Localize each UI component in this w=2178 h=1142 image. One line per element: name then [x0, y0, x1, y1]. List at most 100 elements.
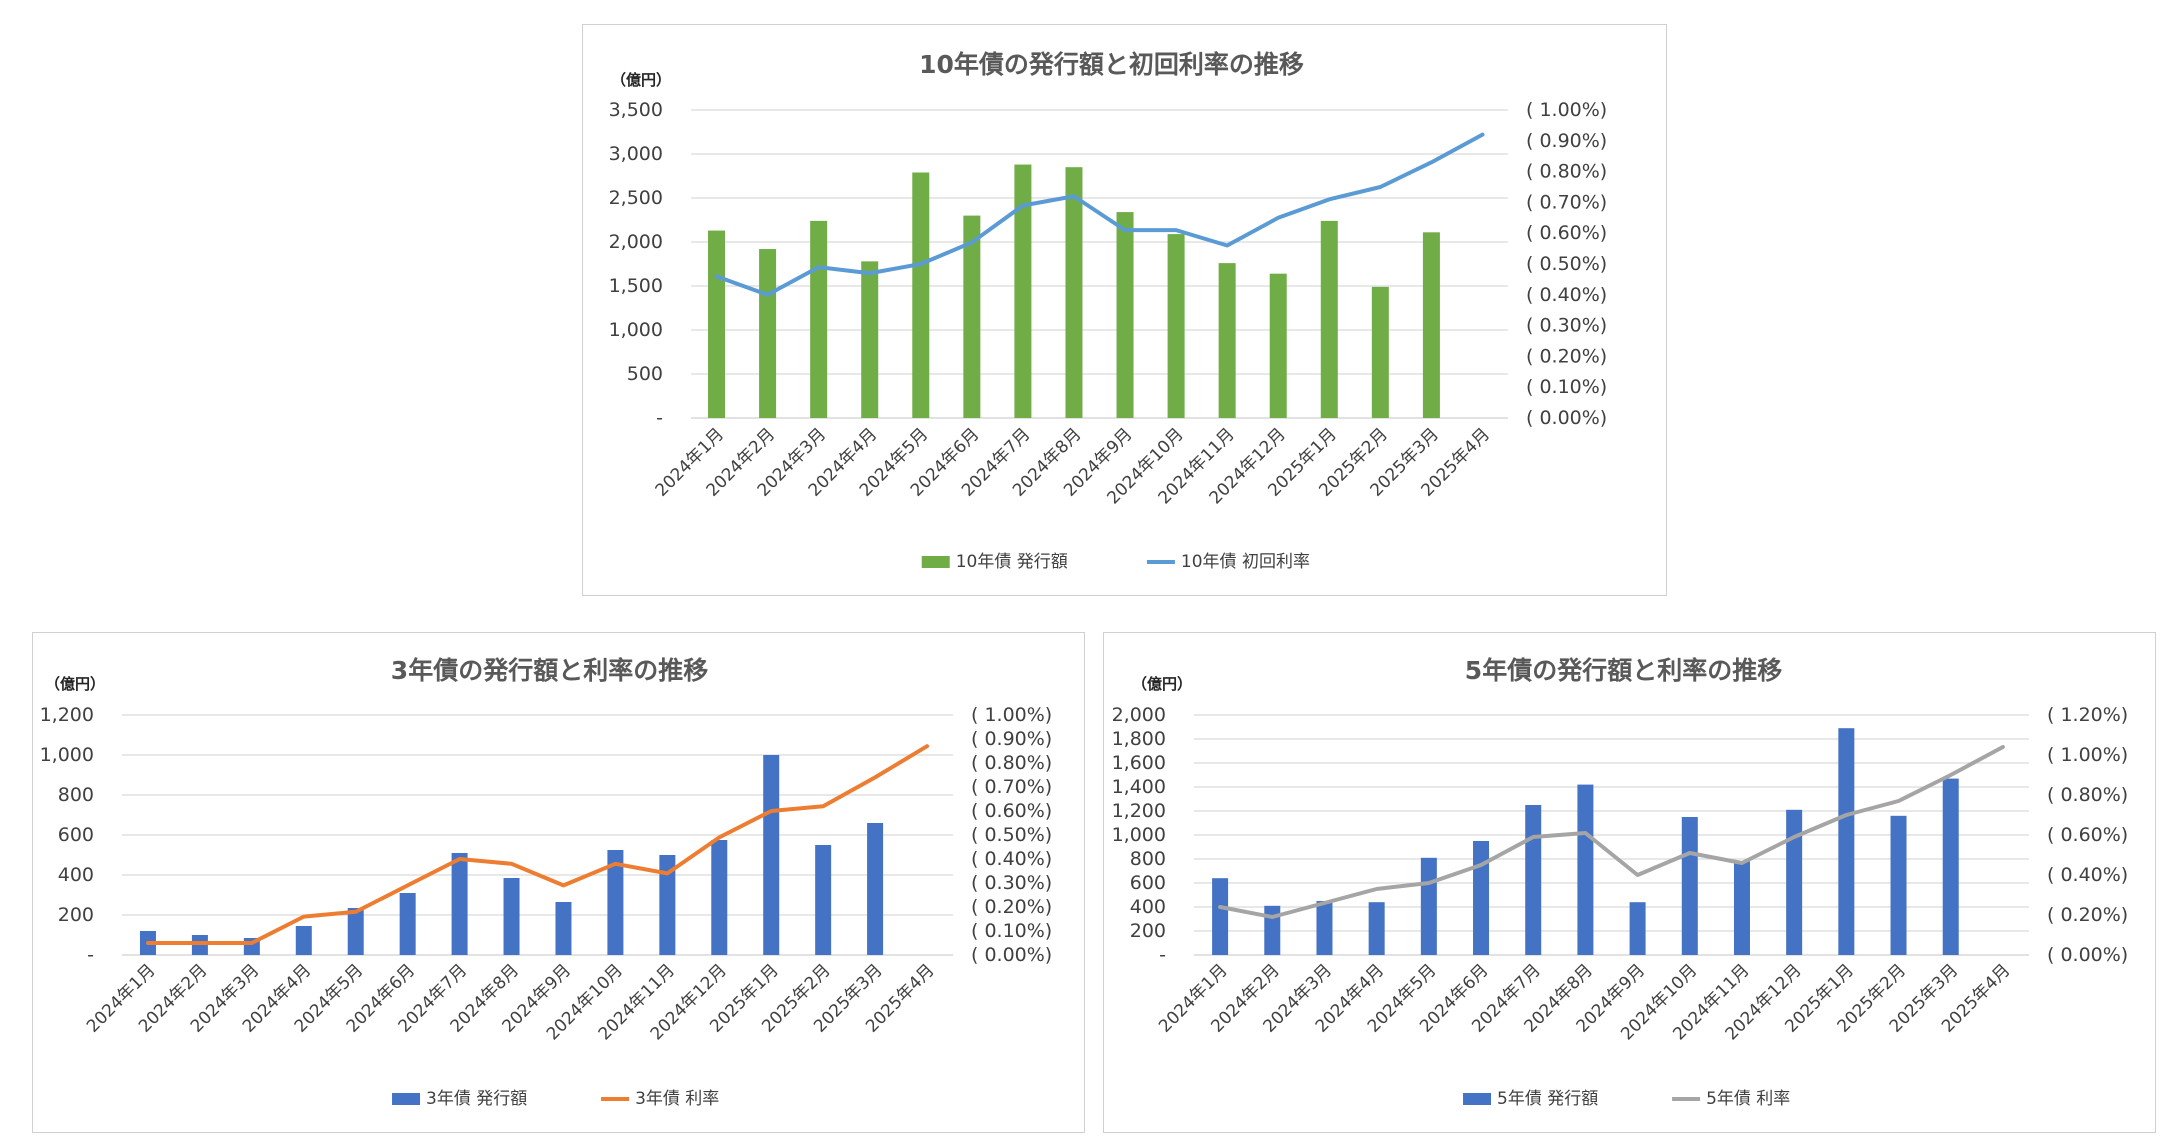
y-tick-label: 3,000 — [609, 143, 663, 165]
y-tick-label: 400 — [58, 864, 94, 886]
bar — [1525, 805, 1542, 955]
bar — [963, 215, 981, 418]
bar — [1014, 164, 1032, 418]
legend-swatch-bar — [392, 1093, 421, 1105]
legend: 3年債 発行額 3年債 利率 — [392, 1089, 719, 1109]
legend-label-line: 3年債 利率 — [635, 1089, 719, 1109]
bar — [1316, 901, 1333, 955]
bar — [1681, 817, 1698, 955]
legend: 10年債 発行額 10年債 初回利率 — [921, 552, 1310, 572]
y2-tick-label: ( 0.90%) — [1526, 130, 1607, 152]
bar — [1368, 902, 1385, 955]
bar — [1838, 728, 1855, 955]
bar — [295, 926, 312, 955]
legend-swatch-bar — [921, 556, 950, 568]
bar — [1269, 273, 1287, 418]
bar — [503, 878, 520, 955]
y-tick-label: 1,000 — [40, 744, 94, 766]
y-axis-unit-label: （億円） — [1132, 675, 1192, 693]
y-tick-label: 3,500 — [609, 99, 663, 121]
y-tick-label: 1,400 — [1112, 776, 1166, 798]
y2-tick-label: ( 0.80%) — [2047, 784, 2128, 806]
y2-tick-label: ( 0.60%) — [2047, 824, 2128, 846]
y-tick-label: 200 — [58, 904, 94, 926]
y-tick-label: 2,500 — [609, 187, 663, 209]
bar — [1942, 778, 1959, 955]
chart-title: 10年債の発行額と初回利率の推移 — [919, 50, 1304, 79]
bar — [1890, 815, 1907, 955]
bar — [1733, 861, 1750, 955]
y2-tick-label: ( 0.20%) — [971, 896, 1052, 918]
bar — [1786, 809, 1803, 955]
y-tick-label: 1,800 — [1112, 728, 1166, 750]
bar — [1167, 234, 1185, 418]
bar — [759, 249, 777, 418]
rate-line — [1218, 745, 2005, 919]
chart-3y: 3年債の発行額と利率の推移 （億円） - 200 400 600 800 1,000 1,200… — [40, 656, 1053, 1109]
bar — [861, 261, 879, 418]
y-tick-label: 1,200 — [1112, 800, 1166, 822]
y-tick-label: 1,000 — [609, 319, 663, 341]
chart-panel-3y: 3年債の発行額と利率の推移 （億円） - 200 400 600 800 1,000 1,200… — [32, 632, 1085, 1133]
y-axis-unit-label: （億円） — [45, 675, 105, 693]
bar — [1320, 220, 1338, 418]
legend-swatch-bar — [1463, 1093, 1492, 1105]
bar — [659, 855, 676, 955]
y2-tick-label: ( 0.70%) — [971, 776, 1052, 798]
y2-tick-label: ( 0.20%) — [1526, 345, 1607, 367]
y-tick-label: 800 — [58, 784, 94, 806]
y2-tick-label: ( 0.30%) — [971, 872, 1052, 894]
y2-tick-label: ( 0.70%) — [1526, 191, 1607, 213]
y2-tick-label: ( 0.00%) — [2047, 944, 2128, 966]
y2-tick-label: ( 0.80%) — [971, 752, 1052, 774]
bar — [1629, 902, 1646, 955]
y2-tick-label: ( 0.10%) — [971, 920, 1052, 942]
y2-tick-label: ( 0.20%) — [2047, 904, 2128, 926]
y2-tick-label: ( 0.00%) — [971, 944, 1052, 966]
y-tick-label: 1,600 — [1112, 752, 1166, 774]
legend-label-bar: 10年債 発行額 — [956, 552, 1068, 572]
chart-10y: 10年債の発行額と初回利率の推移 （億円） - 500 1,000 1,500 2,000 2… — [609, 50, 1608, 572]
legend-label-bar: 3年債 発行額 — [426, 1089, 527, 1109]
y-tick-label: 1,200 — [40, 704, 94, 726]
legend-label-bar: 5年債 発行額 — [1497, 1089, 1598, 1109]
y2-tick-label: ( 0.50%) — [971, 824, 1052, 846]
bar — [711, 840, 728, 955]
legend-label-line: 10年債 初回利率 — [1181, 552, 1310, 572]
y2-tick-label: ( 0.40%) — [2047, 864, 2128, 886]
bar — [1422, 232, 1440, 418]
bar — [555, 902, 572, 955]
bar — [1264, 905, 1281, 955]
y-tick-label: 2,000 — [609, 231, 663, 253]
rate-line — [714, 132, 1485, 297]
y-axis-unit-label: （億円） — [611, 71, 671, 89]
y2-tick-label: ( 1.20%) — [2047, 704, 2128, 726]
bar — [451, 853, 468, 955]
chart-title: 5年債の発行額と利率の推移 — [1465, 656, 1782, 685]
y2-tick-label: ( 0.30%) — [1526, 315, 1607, 337]
y2-tick-label: ( 0.50%) — [1526, 253, 1607, 275]
y2-tick-label: ( 1.00%) — [971, 704, 1052, 726]
rate-line — [145, 744, 930, 945]
y-tick-label: 800 — [1130, 848, 1166, 870]
bar — [867, 823, 884, 955]
bar — [1218, 263, 1236, 418]
legend: 5年債 発行額 5年債 利率 — [1463, 1089, 1790, 1109]
bar — [1065, 167, 1083, 418]
y-tick-label: 600 — [1130, 872, 1166, 894]
bar — [708, 230, 726, 418]
chart-panel-5y: 5年債の発行額と利率の推移 （億円） -200 400 600 800 1,000 1,200… — [1103, 632, 2156, 1133]
bar — [607, 850, 624, 955]
y-tick-label: - — [1159, 944, 1166, 966]
y2-tick-label: ( 1.00%) — [1526, 99, 1607, 121]
y2-tick-label: ( 0.90%) — [971, 728, 1052, 750]
bar — [1473, 841, 1490, 955]
y-tick-label: - — [87, 944, 94, 966]
y-tick-label: 600 — [58, 824, 94, 846]
legend-label-line: 5年債 利率 — [1706, 1089, 1790, 1109]
y-tick-label: 400 — [1130, 896, 1166, 918]
bar — [1371, 286, 1389, 418]
y2-tick-label: ( 0.00%) — [1526, 407, 1607, 429]
y-tick-label: - — [656, 407, 663, 429]
y2-tick-label: ( 1.00%) — [2047, 744, 2128, 766]
